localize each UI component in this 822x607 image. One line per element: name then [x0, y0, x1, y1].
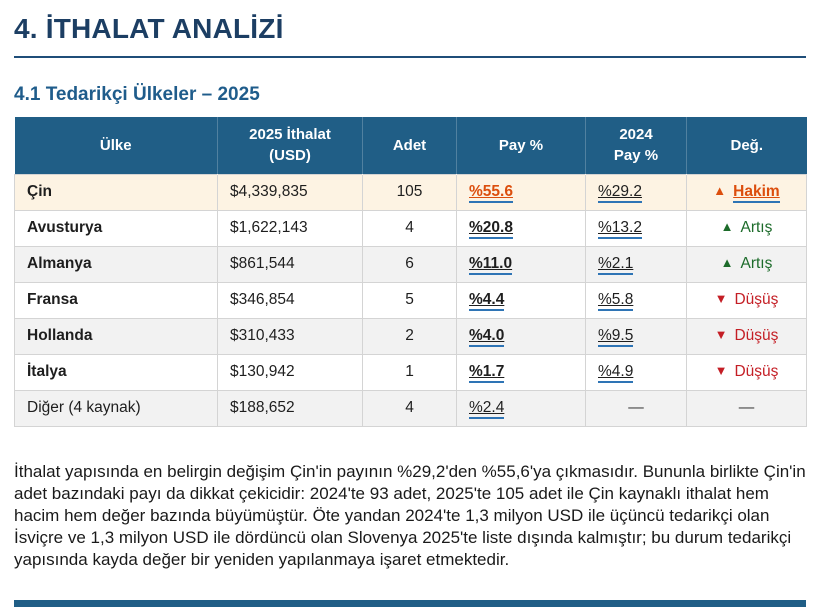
cell-change: ▲ Artış — [686, 209, 807, 247]
cell-share-2025: %4.4 — [456, 281, 586, 319]
supplier-table: Ülke 2025 İthalat (USD) Adet Pay % 2024 Pay … — [14, 117, 807, 427]
title-divider — [14, 55, 806, 58]
cell-import-usd: $346,854 — [217, 281, 363, 319]
cell-import-usd: $188,652 — [217, 389, 363, 427]
cell-count: 1 — [362, 353, 457, 391]
cell-change: ▼ Düşüş — [686, 281, 807, 319]
cell-change: — — [686, 389, 807, 427]
table-row: Fransa $346,854 5 %4.4 %5.8 ▼ Düşüş — [14, 281, 807, 319]
column-header: Değ. — [686, 117, 807, 175]
cell-share-2025: %20.8 — [456, 209, 586, 247]
table-row: Avusturya $1,622,143 4 %20.8 %13.2 ▲ Artış — [14, 209, 807, 247]
share-2024-value: %4.9 — [598, 363, 634, 384]
cell-change: ▼ Düşüş — [686, 353, 807, 391]
cell-share-2025: %11.0 — [456, 245, 586, 283]
triangle-up-icon: ▲ — [713, 183, 727, 199]
cell-country: Çin — [14, 173, 218, 211]
cell-share-2024: %5.8 — [585, 281, 687, 319]
cell-country: Almanya — [14, 245, 218, 283]
triangle-down-icon: ▼ — [714, 363, 728, 379]
share-2025-value: %2.4 — [469, 399, 505, 420]
section-title: 4. İTHALAT ANALİZİ — [14, 13, 284, 44]
change-label: Düşüş — [734, 363, 779, 381]
change-label: Düşüş — [734, 327, 779, 345]
column-header: 2024 Pay % — [585, 117, 687, 175]
analysis-paragraph: İthalat yapısında en belirgin değişim Çi… — [14, 461, 806, 569]
cell-count: 2 — [362, 317, 457, 355]
cell-import-usd: $1,622,143 — [217, 209, 363, 247]
cell-share-2025: %4.0 — [456, 317, 586, 355]
share-2024-value: %13.2 — [598, 219, 642, 240]
table-row: Hollanda $310,433 2 %4.0 %9.5 ▼ Düşüş — [14, 317, 807, 355]
share-2025-value: %4.0 — [469, 327, 505, 348]
change-label: Hakim — [733, 183, 780, 204]
table-row: İtalya $130,942 1 %1.7 %4.9 ▼ Düşüş — [14, 353, 807, 391]
share-2024-value: %9.5 — [598, 327, 634, 348]
cell-share-2025: %1.7 — [456, 353, 586, 391]
cell-count: 6 — [362, 245, 457, 283]
cell-country: Hollanda — [14, 317, 218, 355]
cell-change: ▲ Artış — [686, 245, 807, 283]
share-2024-value: %2.1 — [598, 255, 634, 276]
cell-country: Avusturya — [14, 209, 218, 247]
empty-dash: — — [738, 399, 755, 417]
subsection-title: 4.1 Tedarikçi Ülkeler – 2025 — [14, 83, 260, 105]
table-header-row: Ülke 2025 İthalat (USD) Adet Pay % 2024 Pay … — [14, 117, 807, 175]
empty-dash: — — [628, 399, 644, 417]
triangle-down-icon: ▼ — [714, 291, 728, 307]
cell-count: 4 — [362, 209, 457, 247]
share-2025-value: %20.8 — [469, 219, 513, 240]
cell-change: ▲ Hakim — [686, 173, 807, 211]
cell-share-2024: %2.1 — [585, 245, 687, 283]
share-2025-value: %11.0 — [469, 255, 513, 276]
share-2025-value: %4.4 — [469, 291, 505, 312]
table-row: Almanya $861,544 6 %11.0 %2.1 ▲ Artış — [14, 245, 807, 283]
cell-share-2024: %13.2 — [585, 209, 687, 247]
column-header: Adet — [362, 117, 457, 175]
change-label: Artış — [740, 255, 773, 273]
cell-count: 105 — [362, 173, 457, 211]
cell-import-usd: $4,339,835 — [217, 173, 363, 211]
column-header: Pay % — [456, 117, 586, 175]
cell-share-2024: %4.9 — [585, 353, 687, 391]
triangle-up-icon: ▲ — [720, 219, 734, 235]
next-section-bar — [14, 600, 806, 607]
cell-country: Diğer (4 kaynak) — [14, 389, 218, 427]
cell-share-2024: %29.2 — [585, 173, 687, 211]
cell-share-2024: %9.5 — [585, 317, 687, 355]
change-label: Artış — [740, 219, 773, 237]
cell-count: 4 — [362, 389, 457, 427]
cell-country: İtalya — [14, 353, 218, 391]
share-2024-value: %5.8 — [598, 291, 634, 312]
cell-count: 5 — [362, 281, 457, 319]
table-row: Diğer (4 kaynak) $188,652 4 %2.4 — — — [14, 389, 807, 427]
cell-change: ▼ Düşüş — [686, 317, 807, 355]
column-header: 2025 İthalat (USD) — [217, 117, 363, 175]
change-label: Düşüş — [734, 291, 779, 309]
cell-share-2024: — — [585, 389, 687, 427]
table-row: Çin $4,339,835 105 %55.6 %29.2 ▲ Hakim — [14, 173, 807, 211]
column-header: Ülke — [14, 117, 218, 175]
cell-import-usd: $861,544 — [217, 245, 363, 283]
cell-import-usd: $130,942 — [217, 353, 363, 391]
cell-import-usd: $310,433 — [217, 317, 363, 355]
share-2025-value: %1.7 — [469, 363, 505, 384]
cell-share-2025: %55.6 — [456, 173, 586, 211]
triangle-up-icon: ▲ — [720, 255, 734, 271]
cell-country: Fransa — [14, 281, 218, 319]
cell-share-2025: %2.4 — [456, 389, 586, 427]
share-2025-value: %55.6 — [469, 183, 513, 204]
triangle-down-icon: ▼ — [714, 327, 728, 343]
share-2024-value: %29.2 — [598, 183, 642, 204]
